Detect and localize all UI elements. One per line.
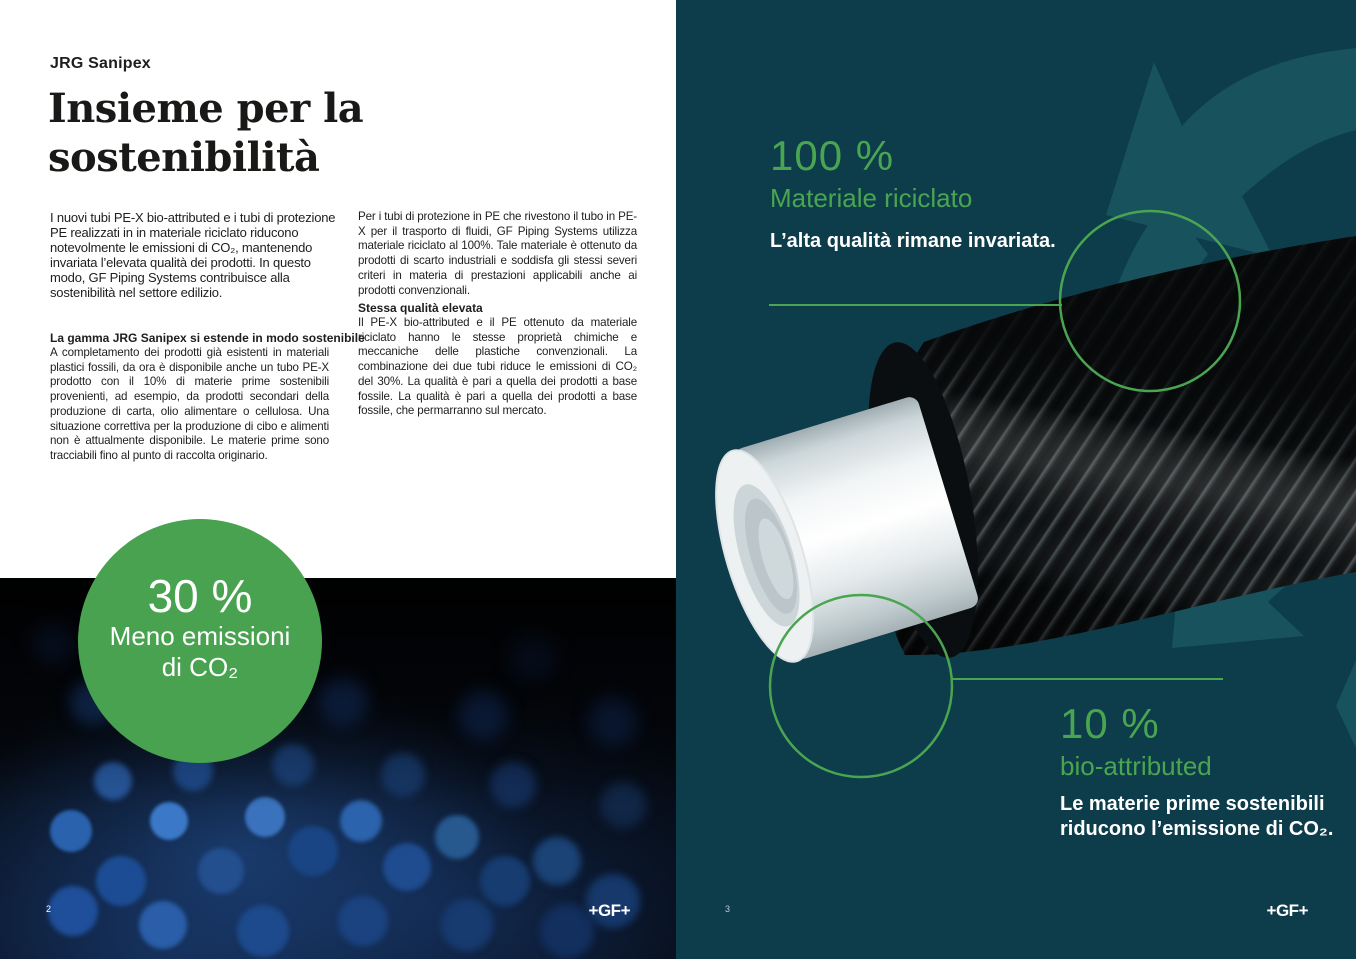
section-body-gamma: A completamento dei prodotti già esisten… xyxy=(50,346,329,462)
callout-annotations xyxy=(768,209,1242,779)
stat-recycled-value: 100 % xyxy=(770,132,895,179)
page-number-left: 2 xyxy=(46,904,52,914)
page-number-right: 3 xyxy=(725,904,731,914)
white-inner-pipe xyxy=(715,397,978,663)
co2-reduction-badge: 30 % Meno emissioni di CO₂ xyxy=(78,519,322,763)
section-heading-gamma: La gamma JRG Sanipex si estende in modo … xyxy=(50,331,365,345)
right-page: 100 % Materiale riciclato L’alta qualità… xyxy=(676,0,1356,959)
pipe-illustration xyxy=(715,48,1356,779)
badge-line2: di CO₂ xyxy=(161,652,239,682)
page-title-line1: Insieme per la xyxy=(48,85,364,132)
callout-circle-recycled xyxy=(1058,209,1242,393)
badge-line1: Meno emissioni xyxy=(109,621,291,651)
gf-logo-left: +GF+ xyxy=(588,901,631,920)
section-heading-qualita: Stessa qualità elevata xyxy=(358,301,483,315)
gf-logo-right: +GF+ xyxy=(1266,901,1309,920)
section-body-qualita: Il PE-X bio-attributed e il PE ottenuto … xyxy=(358,316,637,418)
section-body-protezione: Per i tubi di protezione in PE che rives… xyxy=(358,210,637,297)
stat-bio-claim: Le materie prime sostenibili riducono l’… xyxy=(1060,793,1334,840)
series-label: JRG Sanipex xyxy=(50,55,151,72)
stat-bio: 10 % bio-attributed xyxy=(1060,700,1212,782)
badge-value: 30 % xyxy=(147,570,253,622)
page-title: Insieme per la sostenibilità xyxy=(48,84,364,182)
pellet-bokeh-texture xyxy=(0,578,34,612)
stat-recycled-label: Materiale riciclato xyxy=(770,183,973,213)
stat-bio-label: bio-attributed xyxy=(1060,751,1212,781)
callout-circle-bio xyxy=(768,593,954,779)
stat-bio-value: 10 % xyxy=(1060,700,1160,747)
stat-recycled: 100 % Materiale riciclato xyxy=(770,132,973,214)
page-title-line2: sostenibilità xyxy=(48,134,320,181)
intro-paragraph: I nuovi tubi PE-X bio-attributed e i tub… xyxy=(50,210,336,300)
stat-recycled-claim: L’alta qualità rimane invariata. xyxy=(770,230,1056,252)
